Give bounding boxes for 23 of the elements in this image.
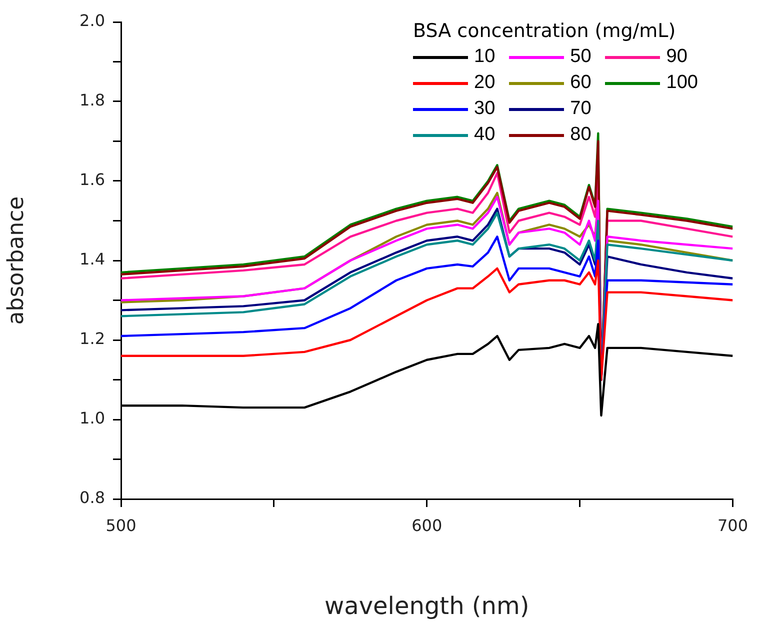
legend-label: 10: [474, 46, 496, 68]
legend-label: 40: [474, 124, 496, 146]
y-tick-label: 0.8: [80, 488, 105, 508]
x-tick-label: 500: [106, 516, 136, 535]
legend-label: 70: [570, 98, 592, 120]
y-tick-label: 1.4: [80, 250, 105, 269]
legend-title: BSA concentration (mg/mL): [413, 20, 677, 42]
y-tick-label: 1.8: [80, 90, 105, 110]
legend-label: 50: [570, 46, 592, 68]
y-tick-label: 1.6: [80, 170, 105, 190]
y-tick-label: 1.2: [80, 329, 105, 348]
legend-label: 60: [570, 72, 592, 94]
x-tick-label: 600: [412, 516, 442, 535]
legend-label: 90: [666, 46, 688, 68]
x-axis-title: wavelength (nm): [324, 592, 530, 620]
y-tick-label: 2.0: [80, 11, 105, 30]
y-axis-title: absorbance: [4, 196, 29, 325]
legend-label: 30: [474, 98, 496, 120]
legend-label: 20: [474, 72, 496, 94]
x-tick-label: 700: [717, 516, 748, 535]
y-tick-label: 1.0: [80, 408, 105, 428]
legend-label: 80: [570, 124, 592, 146]
legend-label: 100: [666, 72, 698, 94]
